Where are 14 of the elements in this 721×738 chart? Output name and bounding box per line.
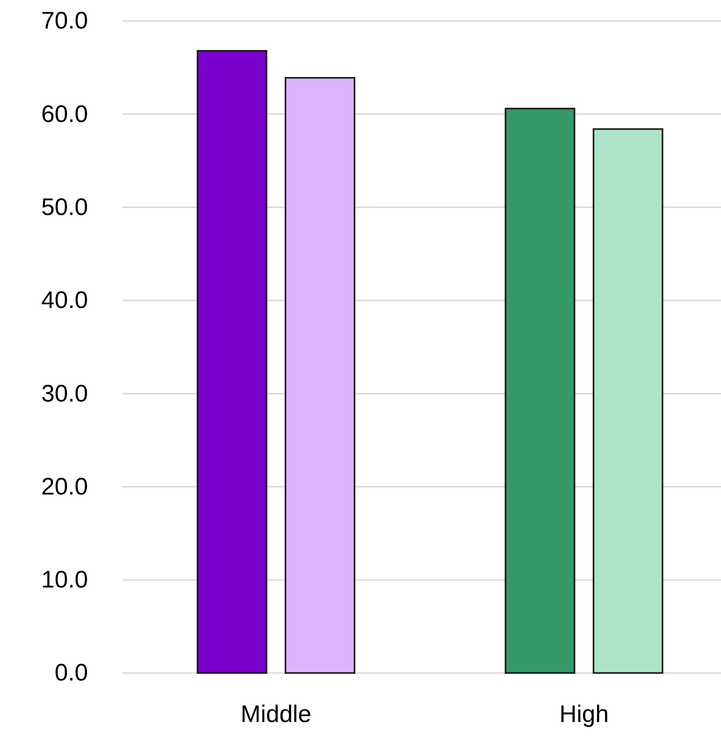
y-tick-label: 50.0 xyxy=(41,194,88,221)
y-tick-label: 40.0 xyxy=(41,287,88,314)
bar xyxy=(284,77,356,674)
y-tick-label: 10.0 xyxy=(41,566,88,594)
x-tick-label: Middle xyxy=(240,701,312,728)
y-tick-label: 60.0 xyxy=(41,100,88,128)
x-tick-label: High xyxy=(559,701,609,728)
bar xyxy=(504,108,576,674)
y-tick-label: 30.0 xyxy=(41,380,88,408)
y-tick-label: 70.0 xyxy=(41,8,88,35)
y-tick-label: 20.0 xyxy=(41,473,88,500)
y-tick-label: 0.0 xyxy=(54,660,88,687)
bar xyxy=(196,50,268,674)
bar xyxy=(592,128,664,674)
